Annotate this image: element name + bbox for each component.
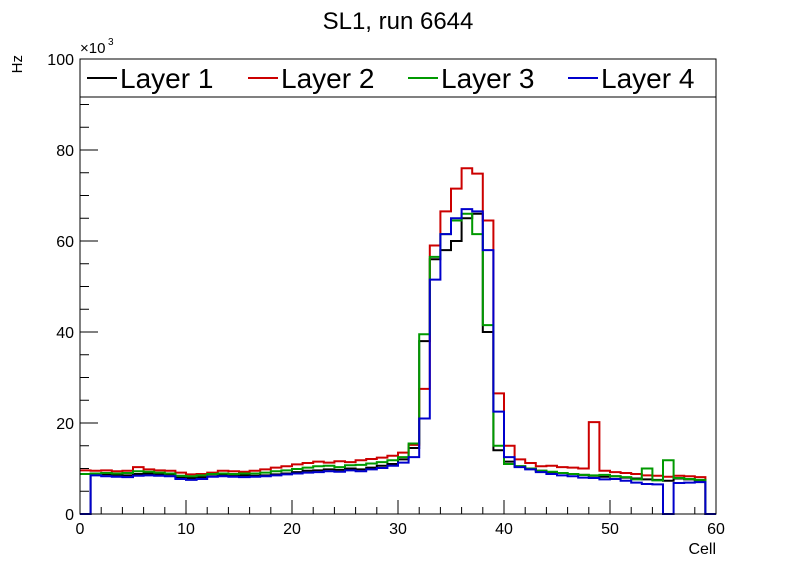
y-multiplier-exponent: 3	[108, 37, 114, 48]
series-line-layer-4	[80, 208, 716, 515]
y-tick-label: 20	[56, 416, 74, 433]
x-tick-label: 30	[389, 521, 407, 538]
x-tick-label: 20	[283, 521, 301, 538]
legend-label-layer-4: Layer 4	[601, 63, 694, 94]
legend-box	[79, 58, 717, 98]
y-tick-label: 60	[56, 234, 74, 251]
y-axis-multiplier: ×10 3	[80, 37, 114, 57]
x-tick-label: 40	[495, 521, 513, 538]
legend-label-layer-1: Layer 1	[120, 63, 213, 94]
y-tick-label: 100	[47, 52, 74, 69]
legend-label-layer-2: Layer 2	[281, 63, 374, 94]
x-tick-label: 60	[707, 521, 725, 538]
series-line-layer-2	[80, 167, 716, 515]
series-line-layer-3	[80, 212, 716, 515]
y-tick-label: 80	[56, 143, 74, 160]
chart-title: SL1, run 6644	[323, 8, 474, 35]
x-axis-label: Cell	[688, 541, 716, 558]
legend-label-layer-3: Layer 3	[441, 63, 534, 94]
y-tick-label: 0	[65, 507, 74, 524]
y-axis-label: Hz	[9, 55, 26, 73]
series-lines	[80, 167, 716, 515]
legend: Layer 1 Layer 2 Layer 3 Layer 4	[79, 58, 717, 98]
y-tick-label: 40	[56, 325, 74, 342]
y-multiplier-base: ×10	[80, 40, 105, 57]
x-tick-label: 10	[177, 521, 195, 538]
x-tick-label: 50	[601, 521, 619, 538]
x-tick-label: 0	[76, 521, 85, 538]
axis-ticks: 0 10 20 30 40 50 60 0 20 40 60 80 100	[47, 52, 725, 538]
